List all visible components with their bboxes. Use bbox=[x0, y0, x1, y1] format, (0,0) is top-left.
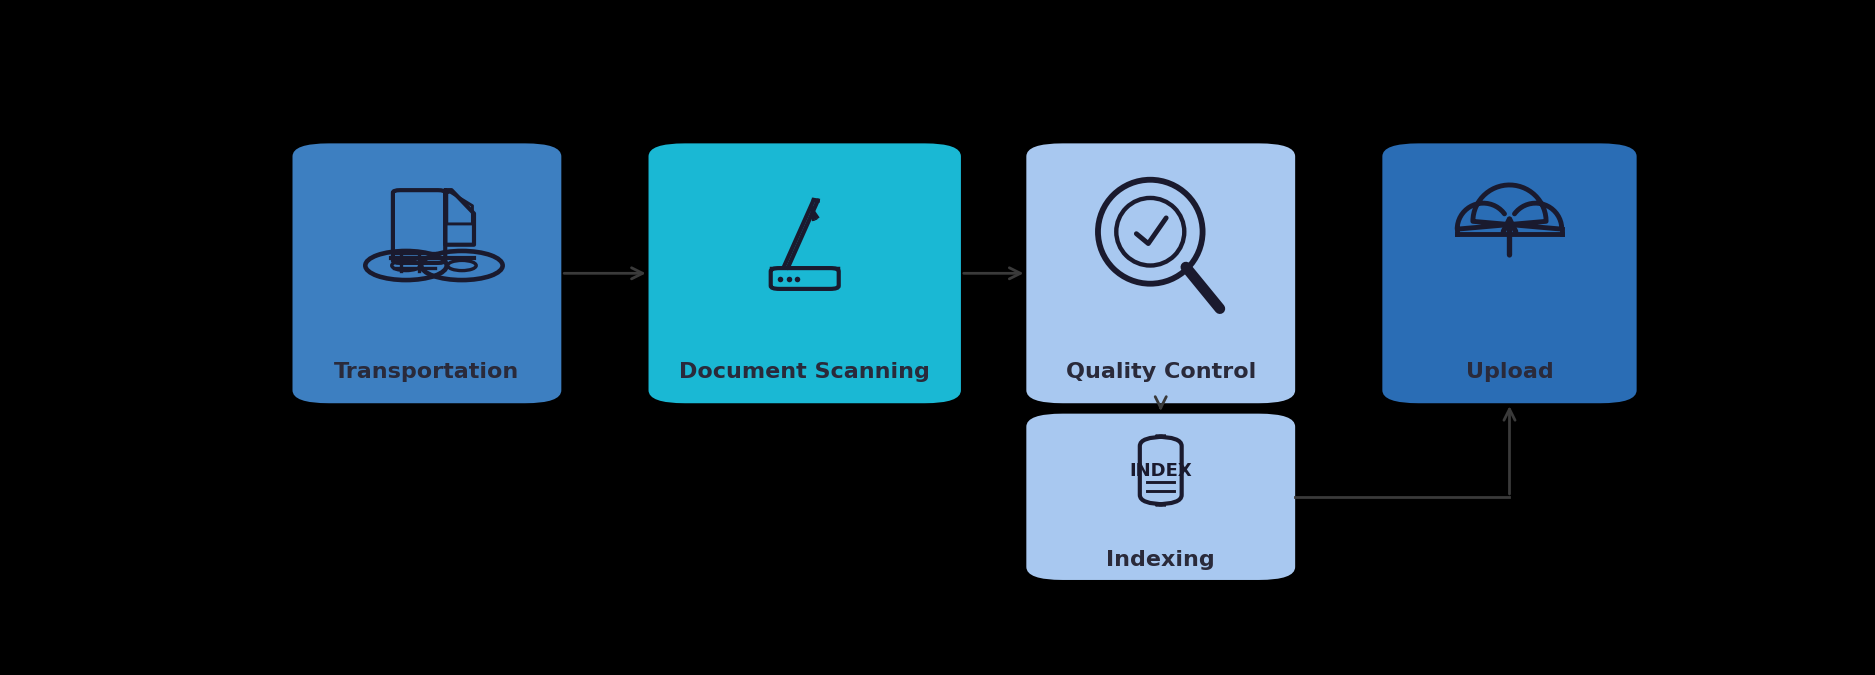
FancyBboxPatch shape bbox=[1026, 414, 1296, 580]
Text: Transportation: Transportation bbox=[334, 362, 519, 382]
Text: Quality Control: Quality Control bbox=[1065, 362, 1256, 382]
FancyBboxPatch shape bbox=[1026, 143, 1296, 403]
FancyBboxPatch shape bbox=[1382, 143, 1637, 403]
Text: Indexing: Indexing bbox=[1106, 550, 1215, 570]
Text: INDEX: INDEX bbox=[1129, 462, 1192, 479]
Text: Upload: Upload bbox=[1466, 362, 1552, 382]
FancyBboxPatch shape bbox=[649, 143, 962, 403]
FancyBboxPatch shape bbox=[292, 143, 561, 403]
Text: Document Scanning: Document Scanning bbox=[679, 362, 930, 382]
